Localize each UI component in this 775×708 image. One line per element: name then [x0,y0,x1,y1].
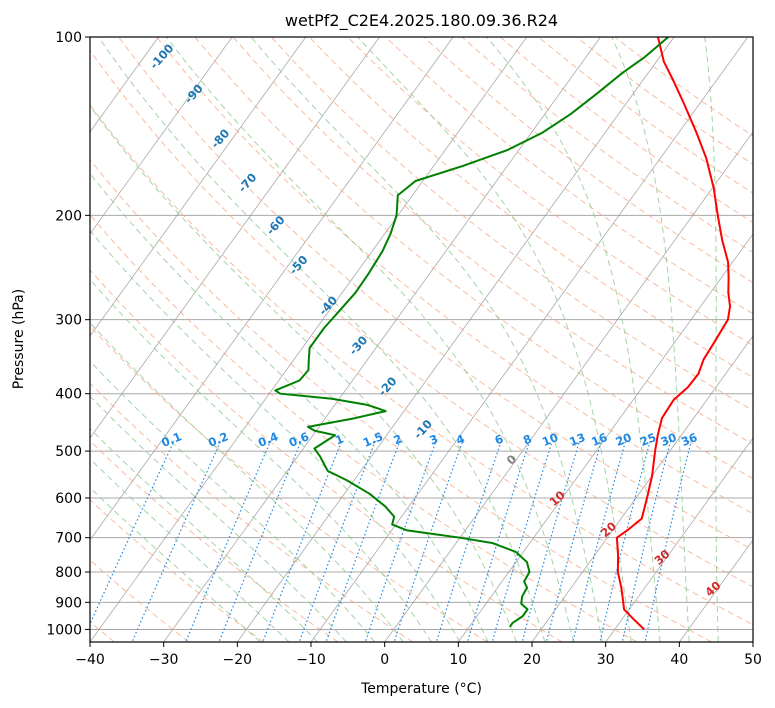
isotherm-10 [458,233,753,642]
axes: −40 −30 −20 −10 0 10 20 30 40 50 100 200 300 400 500 60… [46,30,762,668]
moist-adiabat-20 [98,37,546,642]
mixing-ratio-label: 36 [679,430,699,449]
x-tick-label: 40 [670,652,688,668]
moist-adiabat-24 [166,37,575,642]
isotherm-20 [531,335,753,642]
y-tick-label: 400 [55,387,82,403]
isotherm--50 [90,37,454,541]
dewpoint-profile [274,37,669,628]
dry-adiabat-50 [90,104,753,626]
y-tick-label: 100 [55,30,82,46]
isotherm--40 [90,37,528,642]
dry-adiabat-10 [90,325,488,642]
y-tick-label: 300 [55,313,82,329]
data-layer [274,37,732,631]
y-tick-label: 200 [55,208,82,224]
x-tick-label: 0 [380,652,389,668]
dry-adiabat-40 [90,158,712,642]
mixing-ratio-label: 10 [540,430,560,449]
moist-adiabat--16 [90,458,290,642]
dry-adiabat--10 [90,440,339,642]
isotherm--30 [163,37,601,642]
chart-title: wetPf2_C2E4.2025.180.09.36.R24 [285,11,558,31]
dry-adiabat-70 [118,37,753,551]
mixing-ratio-line-36 [644,440,692,642]
x-tick-label: 50 [744,652,762,668]
moist-adiabat-36 [486,37,661,642]
dry-adiabat-140 [385,37,753,315]
mixing-ratio-line-13 [521,440,581,642]
mixing-ratio-line-0.1 [90,440,175,626]
x-tick-label: −10 [296,652,326,668]
moist-adiabat-32 [357,37,632,642]
dry-adiabat-150 [423,37,753,284]
moist-adiabat-4 [90,278,432,642]
dry-adiabat-60 [90,49,753,588]
moist-adiabat-8 [90,229,461,642]
mixing-ratio-label: 30 [658,430,678,449]
x-tick-label: −20 [223,652,253,668]
y-tick-label: 800 [55,565,82,581]
y-tick-label: 500 [55,444,82,460]
isotherm-40 [679,539,753,642]
moist-adiabat-16 [90,105,517,642]
dry-adiabat-20 [90,269,563,642]
plot-frame [89,36,754,643]
mixing-ratio-label: 20 [613,430,633,449]
moist-adiabat-12 [90,172,489,642]
isotherm--70 [90,37,307,337]
moist-adiabat-40 [611,37,690,642]
background-lines [90,37,753,642]
x-axis-label: Temperature (°C) [360,681,482,697]
x-tick-label: −40 [75,652,105,668]
y-tick-label: 1000 [46,622,82,638]
mixing-ratio-line-20 [572,440,627,642]
mixing-ratio-line-4 [393,440,464,642]
dry-adiabat-80 [156,37,753,515]
mixing-ratio-line-30 [621,440,672,642]
y-tick-label: 600 [55,491,82,507]
dry-adiabat-110 [270,37,753,412]
moist-adiabat--12 [90,427,319,642]
x-tick-label: 20 [523,652,541,668]
isotherm--20 [237,37,675,642]
mixing-ratio-label: 13 [567,430,587,449]
isotherm-30 [605,437,753,642]
y-tick-label: 700 [55,531,82,547]
moist-adiabat--20 [90,487,261,642]
y-axis-label: Pressure (hPa) [11,289,27,389]
mixing-ratio-line-0.4 [185,440,272,642]
moist-adiabat-0 [90,321,404,642]
mixing-ratio-line-16 [545,440,603,642]
isotherm-0 [384,131,753,642]
x-tick-label: −30 [149,652,179,668]
moist-adiabat--8 [90,395,347,642]
y-tick-label: 900 [55,595,82,611]
dry-adiabat-90 [194,37,753,480]
dry-adiabat-0 [90,382,414,642]
mixing-ratio-line-1 [262,440,343,642]
moist-adiabat-44 [704,37,719,642]
mixing-ratio-label: 25 [638,430,658,449]
isotherm--60 [90,37,380,439]
mixing-ratio-label: 16 [589,430,609,449]
moist-adiabat--4 [90,360,376,642]
mixing-ratio-line-6 [435,440,502,642]
dry-adiabat-100 [232,37,753,445]
x-tick-label: 30 [597,652,615,668]
x-tick-label: 10 [449,652,467,668]
temperature-profile [615,37,732,631]
moist-adiabat-28 [250,37,603,642]
mixing-ratio-line-0.6 [218,440,302,642]
isotherm--80 [90,37,233,235]
